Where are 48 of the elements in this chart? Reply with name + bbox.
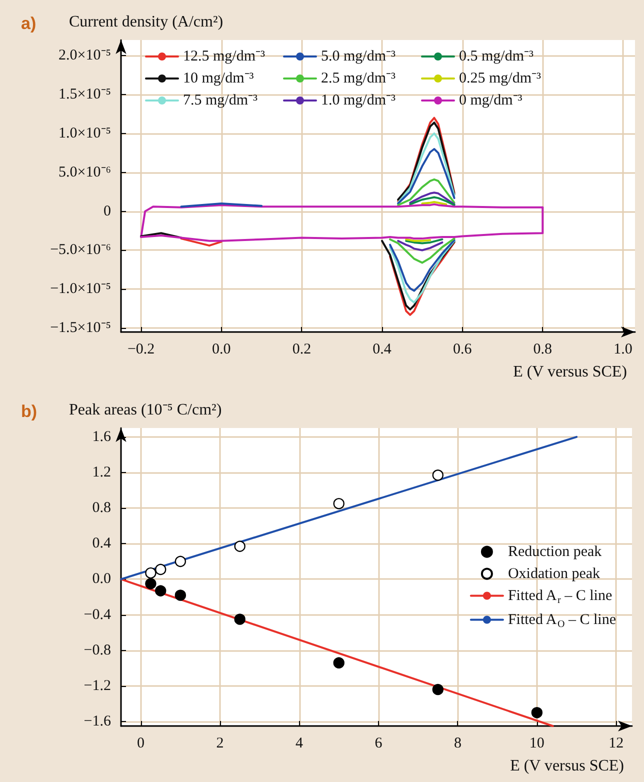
chart-title: a) — [21, 14, 36, 33]
legend-label: 12.5 mg/dm⁻³ — [183, 48, 266, 64]
legend-label: 2.5 mg/dm⁻³ — [321, 70, 396, 86]
chart-title: b) — [21, 402, 38, 421]
x-tick-label: 0 — [137, 736, 145, 752]
x-tick-label: 0.4 — [372, 342, 392, 358]
y-tick-label: −1.2 — [84, 678, 111, 694]
legend-label: Oxidation peak — [508, 566, 601, 582]
y-tick-label: 1.5×10⁻⁵ — [58, 86, 111, 103]
y-axis-title: Peak areas (10⁻⁵ C/cm²) — [69, 402, 222, 418]
y-tick-label: −1.0×10⁻⁵ — [50, 281, 111, 298]
y-tick-label: 1.2 — [92, 464, 111, 480]
y-tick-label: 0.0 — [92, 571, 111, 588]
x-tick-label: 6 — [374, 736, 383, 752]
x-tick-label: 12 — [608, 736, 624, 752]
legend-label: 1.0 mg/dm⁻³ — [321, 92, 396, 108]
y-tick-label: −1.6 — [84, 714, 112, 730]
legend-label: 0.5 mg/dm⁻³ — [459, 48, 534, 64]
x-tick-label: 0.2 — [292, 342, 312, 358]
y-tick-label: −1.5×10⁻⁵ — [50, 320, 111, 336]
x-tick-label: 0.8 — [533, 342, 552, 358]
x-tick-label: 4 — [296, 736, 304, 752]
legend-label: 5.0 mg/dm⁻³ — [321, 48, 396, 64]
y-tick-label: 1.0×10⁻⁵ — [58, 125, 111, 142]
y-axis-title: Current density (A/cm²) — [69, 14, 224, 30]
x-tick-label: −0.2 — [127, 342, 155, 358]
x-tick-label: 8 — [454, 736, 462, 752]
x-tick-label: 10 — [529, 736, 544, 752]
y-tick-label: −5.0×10⁻⁶ — [50, 242, 111, 258]
legend-label: 0.25 mg/dm⁻³ — [459, 70, 542, 86]
y-tick-label: 5.0×10⁻⁶ — [58, 164, 111, 180]
x-tick-label: 1.0 — [614, 342, 632, 358]
legend-label: 0 mg/dm⁻³ — [459, 92, 523, 108]
y-tick-label: 0.4 — [92, 536, 112, 552]
x-tick-label: 0.0 — [212, 342, 231, 358]
y-tick-label: 0 — [104, 203, 111, 220]
x-axis-title: E (V versus SCE) — [513, 364, 627, 380]
y-tick-label: 2.0×10⁻⁵ — [58, 48, 111, 64]
x-tick-label: 0.6 — [452, 342, 472, 358]
legend-label: 7.5 mg/dm⁻³ — [183, 92, 258, 108]
x-tick-label: 2 — [216, 736, 224, 752]
y-tick-label: −0.4 — [84, 606, 112, 623]
y-tick-label: −0.8 — [84, 642, 111, 658]
legend-label: 10 mg/dm⁻³ — [183, 70, 254, 86]
y-tick-label: 0.8 — [92, 500, 111, 516]
y-tick-label: 1.6 — [92, 428, 112, 445]
x-axis-title: E (V versus SCE) — [510, 758, 624, 774]
legend-label: Reduction peak — [508, 544, 602, 560]
